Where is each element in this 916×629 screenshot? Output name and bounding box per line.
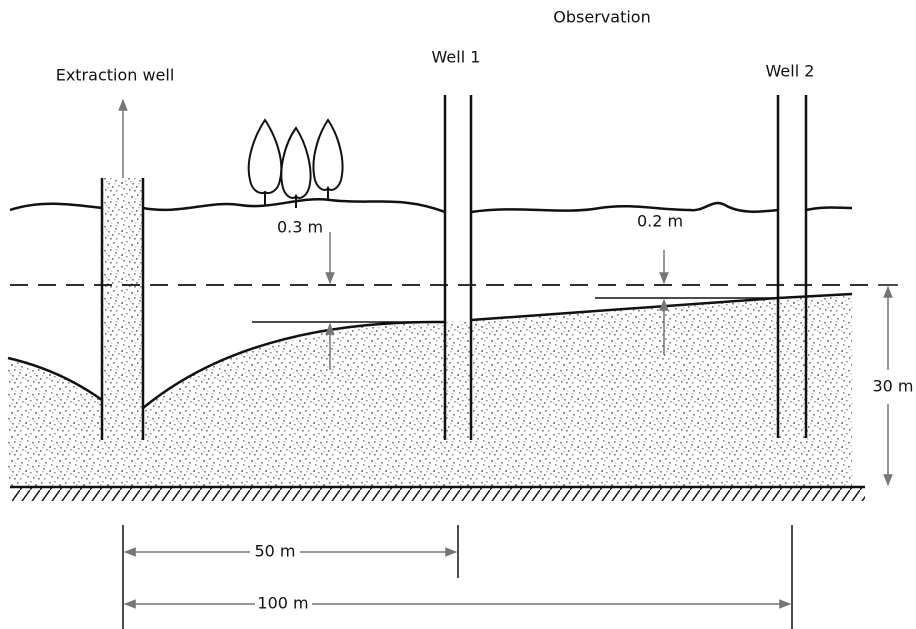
dim-lines xyxy=(122,525,793,629)
measurement-label: 100 m xyxy=(257,594,308,613)
observation-label: Observation xyxy=(553,8,650,27)
well-label: Well 1 xyxy=(432,48,481,67)
extraction-well-fill xyxy=(103,178,142,440)
well-casings xyxy=(100,95,808,440)
trees xyxy=(247,118,344,208)
ground-surface xyxy=(9,198,853,214)
well-label: Extraction well xyxy=(56,66,175,85)
measurement-label: 0.3 m xyxy=(277,218,323,237)
well2-fill xyxy=(779,299,805,438)
well1-fill xyxy=(446,323,470,440)
well-label: Well 2 xyxy=(766,62,815,81)
aquifer xyxy=(8,295,852,487)
measurement-label: 30 m xyxy=(872,377,913,396)
measurement-label: 0.2 m xyxy=(637,212,683,231)
base-hatch xyxy=(12,487,865,501)
measurement-label: 50 m xyxy=(254,542,295,561)
